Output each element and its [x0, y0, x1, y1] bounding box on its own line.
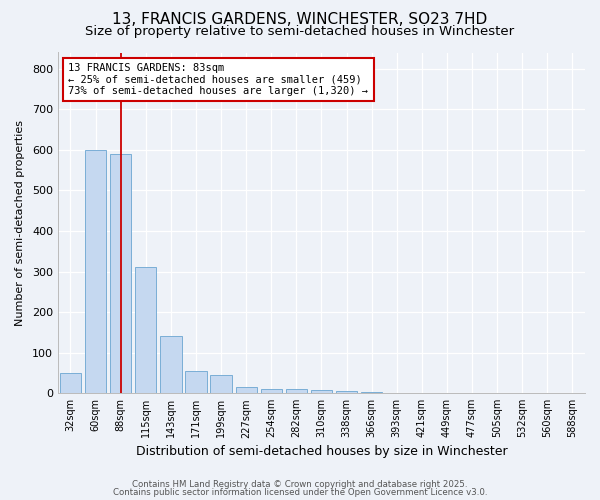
- Bar: [85, 150, 106, 393]
- Bar: [311, 390, 332, 393]
- Text: Contains HM Land Registry data © Crown copyright and database right 2025.: Contains HM Land Registry data © Crown c…: [132, 480, 468, 489]
- Bar: [236, 387, 257, 393]
- Bar: [211, 375, 232, 393]
- Text: Size of property relative to semi-detached houses in Winchester: Size of property relative to semi-detach…: [85, 25, 515, 38]
- Bar: [160, 336, 182, 393]
- Bar: [361, 392, 382, 393]
- Bar: [185, 371, 206, 393]
- Bar: [260, 389, 282, 393]
- Text: Contains public sector information licensed under the Open Government Licence v3: Contains public sector information licen…: [113, 488, 487, 497]
- Bar: [60, 373, 81, 393]
- X-axis label: Distribution of semi-detached houses by size in Winchester: Distribution of semi-detached houses by …: [136, 444, 507, 458]
- Y-axis label: Number of semi-detached properties: Number of semi-detached properties: [15, 120, 25, 326]
- Bar: [110, 154, 131, 393]
- Bar: [286, 389, 307, 393]
- Bar: [135, 268, 157, 393]
- Text: 13, FRANCIS GARDENS, WINCHESTER, SO23 7HD: 13, FRANCIS GARDENS, WINCHESTER, SO23 7H…: [112, 12, 488, 28]
- Text: 13 FRANCIS GARDENS: 83sqm
← 25% of semi-detached houses are smaller (459)
73% of: 13 FRANCIS GARDENS: 83sqm ← 25% of semi-…: [68, 62, 368, 96]
- Bar: [336, 391, 357, 393]
